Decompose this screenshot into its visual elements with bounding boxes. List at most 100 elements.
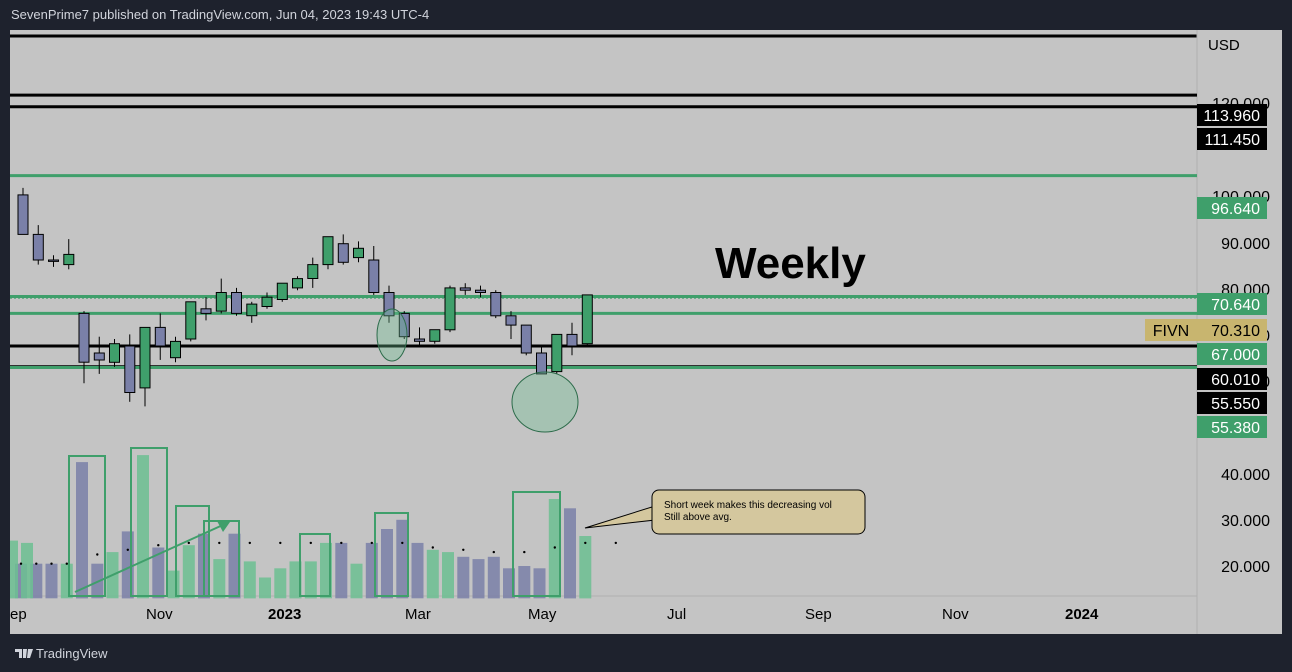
volume-average-dot (50, 562, 53, 565)
trend-arrow-head (217, 521, 230, 532)
candle-body (185, 301, 197, 340)
volume-bar (411, 542, 424, 599)
candle-body (154, 326, 166, 347)
volume-bar (76, 462, 88, 599)
volume-average-dot (492, 550, 495, 554)
callout-pointer (584, 505, 656, 529)
candle-body (536, 352, 547, 375)
highlight-oval (376, 308, 408, 362)
footer: TradingView (0, 634, 1292, 672)
volume-average-dot (370, 541, 373, 545)
volume-average-dot (126, 548, 129, 551)
candle-body (78, 312, 90, 363)
volume-average-dot (279, 541, 282, 545)
volume-bar (564, 508, 576, 599)
volume-average-dot (65, 562, 68, 565)
candle-body (17, 194, 29, 235)
last-price-value: 70.310 (1211, 323, 1260, 340)
volume-highlight-box (203, 520, 240, 597)
time-tick-label: ep (10, 606, 27, 623)
price-level-tag (1197, 104, 1267, 126)
volume-highlight-box (299, 533, 331, 597)
price-level-value: 55.380 (1211, 420, 1260, 437)
trend-arrow (74, 523, 226, 593)
time-tick-label: Nov (942, 606, 969, 623)
volume-bar (228, 533, 241, 599)
volume-average-dot (340, 541, 343, 545)
price-chart[interactable]: Weekly Short week makes this decreasing v… (10, 30, 1282, 634)
time-tick-label: May (528, 606, 557, 623)
price-level-tag (1197, 128, 1267, 150)
publish-info: SevenPrime7 published on TradingView.com… (11, 7, 430, 22)
candle-body (32, 233, 44, 261)
currency-label: USD (1208, 37, 1240, 54)
candle-body (490, 292, 502, 317)
volume-bar (60, 563, 73, 599)
volume-bar (259, 577, 271, 599)
candle-body (246, 303, 258, 317)
symbol-label: FIVN (1153, 323, 1189, 340)
price-tick-label: 90.000 (1221, 236, 1270, 253)
candle-body (231, 292, 242, 314)
volume-bar (10, 540, 18, 599)
volume-average-dot (431, 546, 434, 549)
volume-bar (533, 568, 546, 599)
candle-body (292, 278, 303, 289)
volume-bar (426, 549, 439, 599)
candle-body (307, 264, 319, 280)
volume-bar (472, 559, 485, 599)
volume-bar (579, 536, 592, 599)
price-tick-label: 30.000 (1221, 513, 1270, 530)
volume-highlight-box (68, 455, 106, 597)
candle-body (398, 312, 410, 338)
timeframe-title: Weekly (715, 239, 866, 288)
volume-bar (442, 552, 454, 599)
volume-average-dot (187, 541, 190, 545)
price-level-value: 113.960 (1203, 108, 1260, 125)
volume-average-dot (614, 541, 617, 545)
candle-body (276, 282, 288, 300)
volume-average-dot (401, 541, 404, 545)
price-level-tag (1197, 368, 1267, 390)
volume-average-dot (218, 541, 221, 545)
volume-bar (274, 568, 287, 599)
candle-body (520, 324, 532, 354)
price-level-tag (1197, 293, 1267, 315)
annotation-line: Still above avg. (664, 512, 732, 523)
chart-area[interactable]: Weekly Short week makes this decreasing v… (10, 30, 1282, 634)
candle-body (383, 292, 395, 317)
candle-body (322, 236, 334, 266)
time-tick-label: 2024 (1065, 606, 1099, 623)
volume-bar (335, 542, 348, 599)
candle-body (63, 253, 75, 266)
highlight-oval (511, 371, 579, 433)
price-level-tag (1197, 343, 1267, 365)
volume-average-dot (309, 541, 312, 545)
candle-body (48, 259, 59, 262)
volume-average-dot (96, 553, 99, 556)
symbol-tag (1145, 319, 1197, 341)
volume-highlight-box (130, 447, 168, 597)
volume-average-dot (248, 541, 251, 545)
candle-body (353, 247, 364, 259)
price-level-tag (1197, 416, 1267, 438)
time-tick-label: Nov (146, 606, 173, 623)
volume-bar (289, 561, 302, 599)
volume-bar (213, 559, 226, 599)
volume-bar (381, 529, 393, 599)
candle-body (444, 287, 456, 331)
time-tick-label: 2023 (268, 606, 301, 623)
annotation-line: Short week makes this decreasing vol (664, 500, 832, 511)
publish-header: SevenPrime7 published on TradingView.com… (0, 0, 1292, 30)
volume-bar (182, 545, 195, 599)
candle-body (215, 292, 227, 312)
volume-average-dot (19, 562, 23, 565)
candle-body (475, 289, 486, 294)
candle-body (414, 338, 425, 342)
candle-body (566, 333, 578, 347)
candle-body (200, 308, 212, 314)
volume-bar (487, 556, 500, 599)
candle-body (109, 343, 120, 363)
volume-average-dot (157, 544, 160, 547)
candle-body (368, 259, 380, 293)
